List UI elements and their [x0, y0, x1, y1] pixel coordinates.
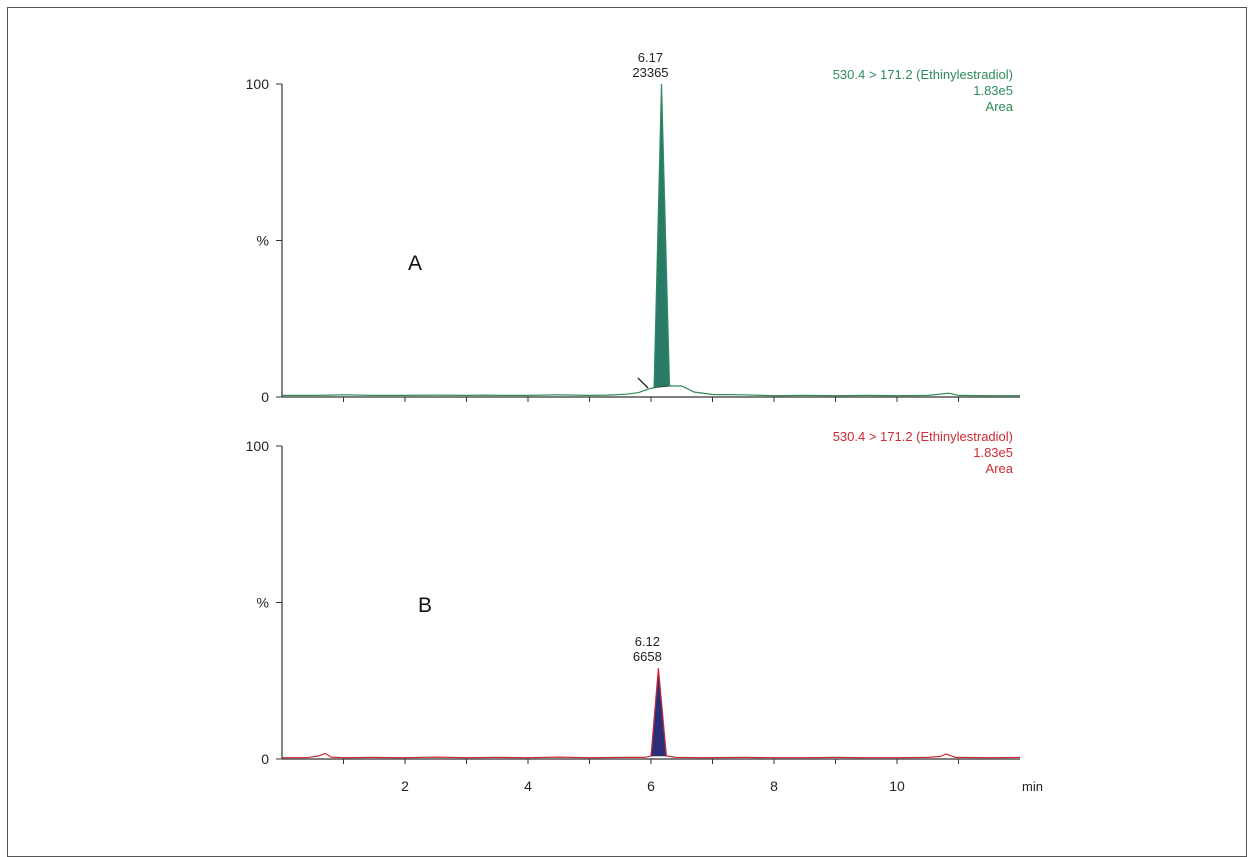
y-tick-label: 100 — [246, 76, 270, 92]
trace-header-line: Area — [986, 461, 1014, 476]
chromatogram-trace — [282, 83, 1020, 397]
peak-start-marker — [637, 377, 649, 389]
trace-header-line: 530.4 > 171.2 (Ethinylestradiol) — [833, 67, 1013, 82]
trace-header-line: 1.83e5 — [973, 83, 1013, 98]
y-tick-label: 0 — [261, 389, 269, 405]
x-tick-label: 10 — [889, 778, 905, 794]
y-tick-label: 0 — [261, 751, 269, 767]
x-tick-label: 8 — [770, 778, 778, 794]
peak-rt-label: 6.12 — [635, 634, 660, 649]
x-unit-label: min — [1022, 779, 1043, 794]
x-tick-label: 4 — [524, 778, 532, 794]
peak-area-label: 6658 — [633, 649, 662, 664]
peak-rt-label: 6.17 — [638, 50, 663, 65]
y-tick-label: % — [257, 595, 269, 611]
peak-area-fill — [654, 84, 670, 388]
y-tick-label: % — [257, 233, 269, 249]
panel-label: A — [408, 252, 422, 275]
peak-area-label: 23365 — [632, 65, 668, 80]
trace-header-line: 530.4 > 171.2 (Ethinylestradiol) — [833, 429, 1013, 444]
panel-label: B — [418, 594, 432, 617]
chromatogram-trace — [282, 668, 1021, 759]
x-tick-label: 2 — [401, 778, 409, 794]
y-tick-label: 100 — [246, 438, 270, 454]
trace-header-line: 1.83e5 — [973, 445, 1013, 460]
peak-baseline — [654, 385, 670, 389]
trace-header-line: Area — [986, 99, 1014, 114]
x-tick-label: 6 — [647, 778, 655, 794]
peak-area-fill — [651, 668, 667, 756]
